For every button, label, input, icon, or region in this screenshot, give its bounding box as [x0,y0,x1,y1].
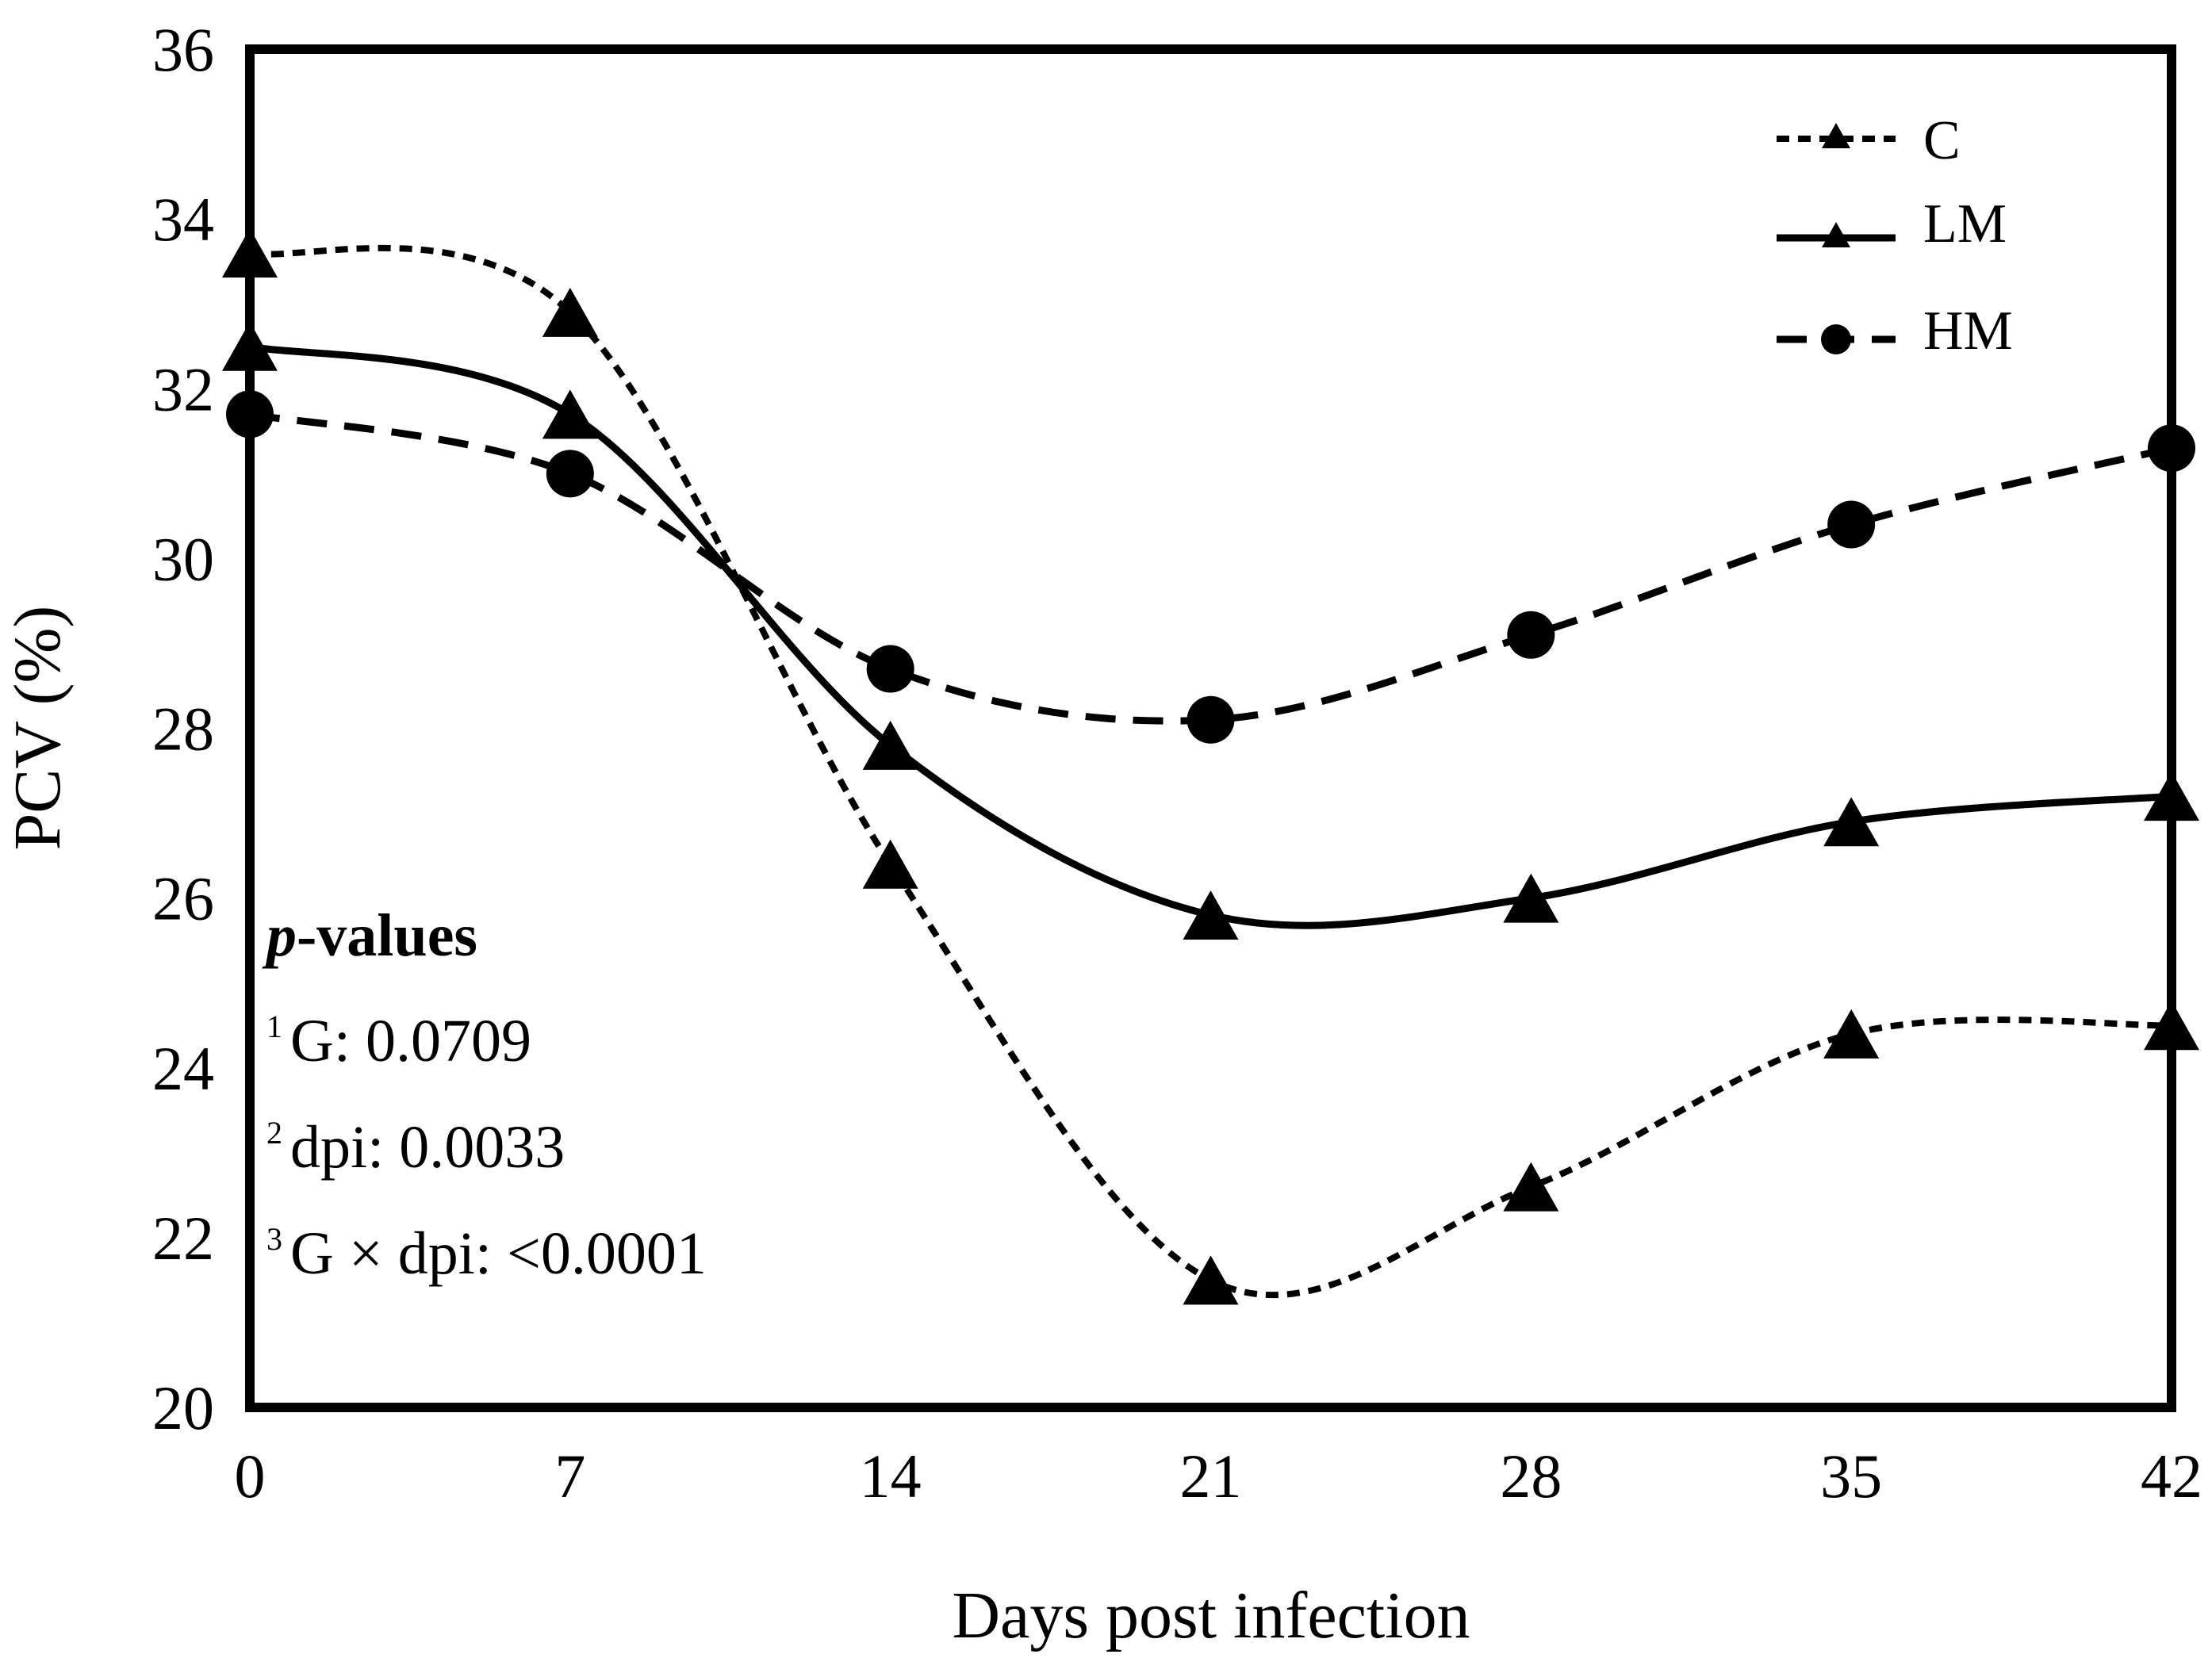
data-point-c-day-14 [862,839,918,889]
legend-label-c: C [1923,110,1961,171]
p-value-interaction-sup: 3 [266,1221,282,1257]
y-axis-ticks: 20 22 24 26 28 30 32 34 36 [152,15,214,1442]
legend-marker-lm [1822,222,1850,247]
data-point-c-day-0 [222,228,278,278]
y-tick-label-20: 20 [152,1373,214,1442]
series-layer [222,228,2199,1305]
legend-label-hm: HM [1923,301,2013,362]
y-tick-label-36: 36 [152,15,214,84]
data-point-lm-day-21 [1183,890,1239,940]
legend: C LM HM [1777,110,2013,362]
data-point-hm-day-28 [1507,611,1555,659]
x-axis-ticks: 0 7 14 21 28 35 42 [235,1442,2203,1511]
p-value-dpi: 2 dpi: 0.0033 [266,1114,565,1181]
y-axis-title: PCV (%) [1,606,75,851]
p-values-heading-rest: -values [297,902,477,969]
y-tick-label-22: 22 [152,1204,214,1273]
p-value-g-sup: 1 [266,1009,282,1044]
p-values-heading: p-values [262,902,477,969]
data-point-hm-day-35 [1827,500,1876,549]
x-tick-label-28: 28 [1500,1442,1562,1511]
data-point-c-day-35 [1823,1009,1880,1059]
x-tick-label-7: 7 [554,1442,585,1511]
data-point-lm-day-35 [1823,797,1880,847]
x-axis-title: Days post infection [952,1579,1470,1652]
legend-label-lm: LM [1923,193,2007,255]
x-tick-label-0: 0 [235,1442,266,1511]
x-tick-label-42: 42 [2141,1442,2202,1511]
plot-frame [245,44,2176,1412]
p-value-dpi-text: dpi: 0.0033 [290,1114,565,1181]
data-point-c-day-28 [1503,1162,1559,1212]
data-point-lm-day-0 [222,321,278,371]
y-tick-label-34: 34 [152,185,214,254]
y-tick-label-28: 28 [152,695,214,764]
data-point-lm-day-7 [542,389,598,439]
data-point-hm-day-14 [866,645,914,693]
legend-marker-c [1822,123,1850,148]
data-point-c-day-21 [1183,1255,1239,1305]
x-tick-label-35: 35 [1820,1442,1882,1511]
p-values-heading-p: p [262,902,297,969]
y-tick-label-30: 30 [152,524,214,593]
p-value-interaction-text: G × dpi: <0.0001 [290,1220,707,1287]
data-point-hm-day-0 [226,390,274,438]
y-tick-label-32: 32 [152,354,214,423]
p-value-dpi-sup: 2 [266,1115,282,1151]
x-tick-label-21: 21 [1180,1442,1242,1511]
data-point-c-day-42 [2144,1001,2199,1051]
x-tick-label-14: 14 [860,1442,922,1511]
data-point-hm-day-42 [2148,424,2195,473]
legend-marker-hm [1821,324,1851,354]
data-point-hm-day-21 [1187,695,1235,744]
y-tick-label-24: 24 [152,1034,214,1103]
p-value-g: 1 G: 0.0709 [266,1008,531,1074]
data-point-c-day-7 [542,287,598,337]
data-point-hm-day-7 [546,450,594,498]
y-tick-label-26: 26 [152,864,214,933]
data-point-lm-day-42 [2144,772,2199,821]
data-point-lm-day-28 [1503,873,1559,923]
p-value-g-text: G: 0.0709 [290,1008,531,1074]
data-point-lm-day-14 [862,720,918,770]
